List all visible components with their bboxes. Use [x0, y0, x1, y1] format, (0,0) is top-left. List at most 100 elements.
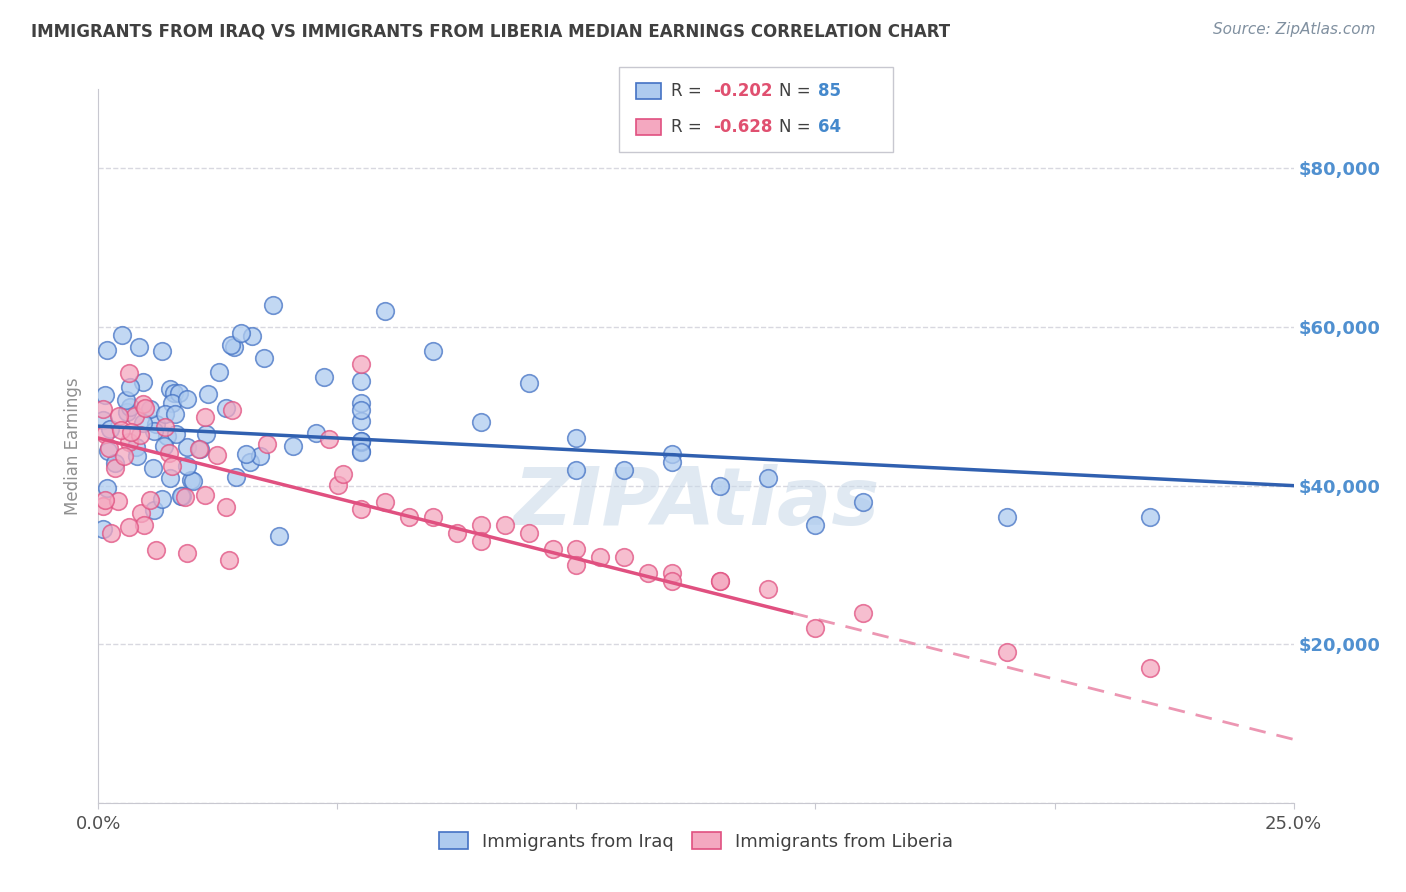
Point — [153, 420, 176, 434]
Point — [219, 338, 242, 352]
Point — [98, 441, 121, 455]
Point — [194, 427, 217, 442]
Point — [150, 343, 173, 358]
Point — [180, 473, 202, 487]
Point — [565, 431, 588, 445]
Point — [1139, 661, 1161, 675]
Point — [756, 582, 779, 596]
Point — [332, 467, 354, 482]
Point — [350, 502, 373, 516]
Text: -0.202: -0.202 — [713, 82, 772, 100]
Point — [852, 494, 875, 508]
Text: N =: N = — [779, 82, 815, 100]
Point — [350, 434, 373, 448]
Point — [91, 401, 114, 416]
Point — [422, 510, 444, 524]
Point — [124, 409, 146, 424]
Text: Source: ZipAtlas.com: Source: ZipAtlas.com — [1212, 22, 1375, 37]
Point — [221, 403, 243, 417]
Point — [565, 558, 588, 572]
Point — [145, 417, 167, 431]
Legend: Immigrants from Iraq, Immigrants from Liberia: Immigrants from Iraq, Immigrants from Li… — [432, 825, 960, 858]
Point — [565, 542, 588, 557]
Point — [446, 526, 468, 541]
Point — [709, 478, 731, 492]
Point — [249, 449, 271, 463]
Point — [235, 447, 257, 461]
Point — [96, 482, 118, 496]
Point — [281, 439, 304, 453]
Point — [91, 522, 114, 536]
Point — [91, 499, 114, 513]
Point — [517, 376, 540, 390]
Point — [218, 552, 240, 566]
Point — [170, 489, 193, 503]
Point — [100, 526, 122, 541]
Point — [350, 434, 373, 448]
Point — [153, 407, 176, 421]
Point — [229, 326, 252, 340]
Text: IMMIGRANTS FROM IRAQ VS IMMIGRANTS FROM LIBERIA MEDIAN EARNINGS CORRELATION CHAR: IMMIGRANTS FROM IRAQ VS IMMIGRANTS FROM … — [31, 22, 950, 40]
Point — [176, 459, 198, 474]
Point — [995, 510, 1018, 524]
Point — [398, 510, 420, 524]
Point — [104, 461, 127, 475]
Point — [157, 446, 180, 460]
Point — [118, 435, 141, 450]
Point — [129, 506, 152, 520]
Point — [139, 493, 162, 508]
Point — [188, 442, 211, 457]
Point — [207, 448, 229, 462]
Point — [224, 340, 246, 354]
Point — [350, 444, 373, 458]
Point — [131, 416, 153, 430]
Point — [318, 432, 340, 446]
Point — [131, 397, 153, 411]
Point — [187, 442, 209, 456]
Point — [97, 443, 120, 458]
Point — [163, 408, 186, 422]
Point — [93, 493, 115, 508]
Point — [852, 606, 875, 620]
Point — [541, 542, 564, 557]
Point — [470, 415, 492, 429]
Text: R =: R = — [671, 118, 707, 136]
Point — [517, 526, 540, 541]
Point — [661, 447, 683, 461]
Point — [165, 427, 187, 442]
Point — [709, 574, 731, 588]
Point — [256, 436, 278, 450]
Point — [756, 471, 779, 485]
Point — [125, 450, 148, 464]
Point — [132, 375, 155, 389]
Point — [312, 369, 335, 384]
Point — [194, 410, 217, 425]
Point — [170, 489, 193, 503]
Point — [215, 500, 238, 514]
Point — [709, 574, 731, 588]
Point — [120, 380, 142, 394]
Text: R =: R = — [671, 82, 707, 100]
Point — [804, 518, 827, 533]
Point — [350, 445, 373, 459]
Point — [305, 426, 328, 441]
Point — [253, 351, 276, 366]
Point — [163, 386, 186, 401]
Point — [208, 365, 231, 379]
Point — [114, 392, 136, 407]
Point — [129, 428, 152, 442]
Point — [159, 471, 181, 485]
Point — [350, 414, 373, 428]
Point — [110, 423, 132, 437]
Point — [494, 518, 516, 533]
Point — [565, 463, 588, 477]
Point — [328, 477, 350, 491]
Point — [350, 357, 373, 371]
Point — [160, 459, 183, 474]
Point — [637, 566, 659, 580]
Point — [142, 460, 165, 475]
Point — [132, 517, 155, 532]
Point — [118, 520, 141, 534]
Point — [159, 382, 181, 396]
Point — [225, 470, 247, 484]
